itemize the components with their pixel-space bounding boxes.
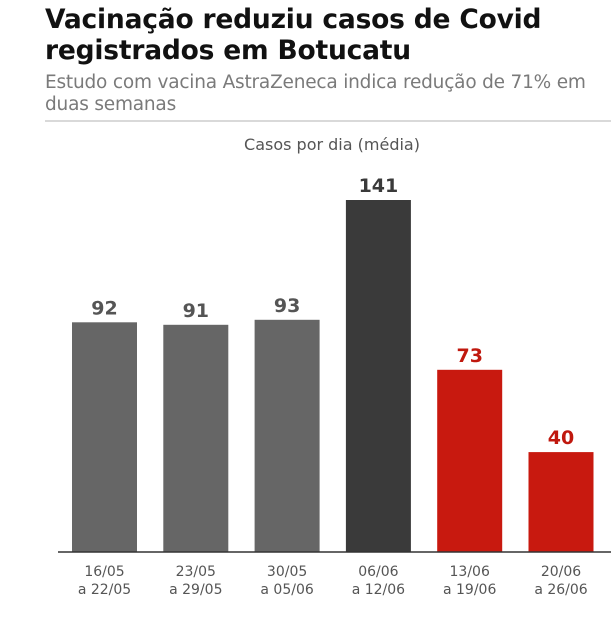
x-tick-label: 16/05 — [84, 564, 124, 580]
chart-area: Casos por dia (média) 92 91 93 141 73 40 16/0… — [0, 128, 611, 614]
bar-value-label: 91 — [183, 300, 209, 322]
chart-subtitle: Estudo com vacina AstraZeneca indica red… — [45, 72, 586, 115]
chart-heading: Casos por dia (média) — [244, 135, 420, 154]
bar — [345, 200, 411, 552]
bar-value-label: 40 — [548, 427, 574, 449]
x-tick-label: a 22/05 — [78, 582, 131, 598]
bar-value-label: 93 — [274, 295, 300, 317]
x-tick-label: 20/06 — [541, 564, 581, 580]
bar — [72, 322, 137, 552]
x-tick-label: a 05/06 — [260, 582, 313, 598]
bar — [528, 452, 594, 552]
x-tick-label: 23/05 — [176, 564, 216, 580]
bar-value-label: 73 — [456, 345, 482, 367]
bar — [163, 324, 229, 552]
bar — [254, 319, 320, 552]
x-tick-label: a 12/06 — [352, 582, 405, 598]
x-tick-label: 13/06 — [450, 564, 490, 580]
header-divider — [45, 120, 611, 122]
x-tick-label: a 29/05 — [169, 582, 222, 598]
bar-value-label: 141 — [359, 175, 399, 197]
x-tick-label: a 26/06 — [534, 582, 587, 598]
bar — [437, 369, 503, 552]
bar-value-label: 92 — [91, 297, 117, 319]
x-tick-label: a 19/06 — [443, 582, 496, 598]
x-tick-label: 06/06 — [358, 564, 398, 580]
x-tick-label: 30/05 — [267, 564, 307, 580]
bars-group: 92 91 93 141 73 40 — [72, 175, 594, 552]
header: Vacinação reduziu casos de Covid registr… — [45, 4, 605, 116]
x-labels-group: 16/05 a 22/05 23/05 a 29/05 30/05 a 05/06 06/0… — [78, 564, 588, 598]
chart-title: Vacinação reduziu casos de Covid registr… — [45, 4, 542, 66]
bar-chart: Casos por dia (média) 92 91 93 141 73 40 16/0… — [58, 135, 611, 598]
